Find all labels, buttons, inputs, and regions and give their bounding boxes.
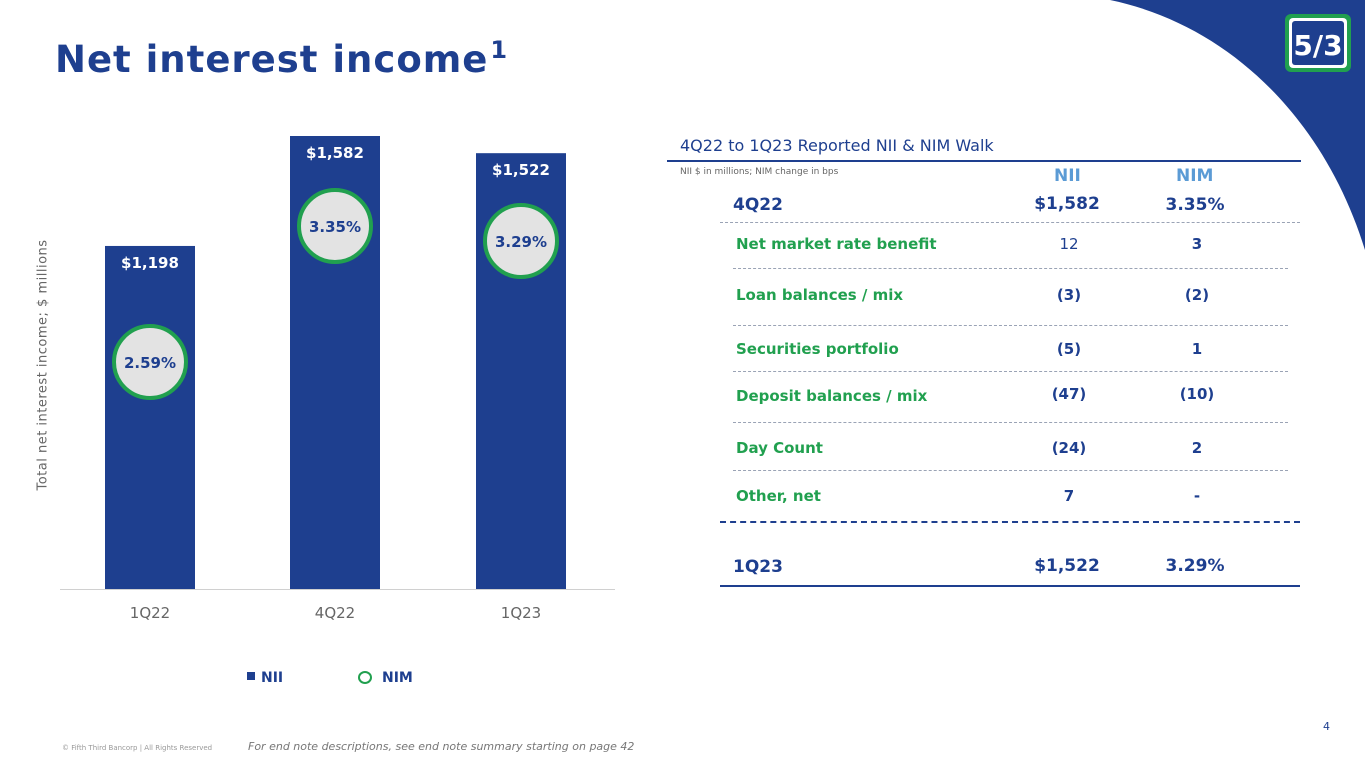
walk-row-label: Deposit balances / mix [736,387,928,405]
walk-row-nim: 1 [1191,340,1203,358]
walk-end-label: 1Q23 [733,557,783,577]
walk-top-rule [667,160,1301,162]
divider [733,422,1288,423]
legend-square-icon [247,672,255,680]
walk-row-label: Loan balances / mix [736,286,904,304]
bar-value-label: $1,582 [306,144,364,162]
column-header-nim: NIM [1176,166,1214,186]
divider [720,222,1300,223]
walk-row-nim: 3 [1191,235,1203,253]
svg-text:5/3: 5/3 [1293,29,1342,62]
divider [720,521,1300,523]
walk-end-nii: $1,522 [1034,556,1100,576]
walk-row-nii: 7 [1063,487,1075,505]
walk-start-nim: 3.35% [1165,195,1225,215]
x-tick-label: 1Q23 [501,604,541,622]
walk-start-nii: $1,582 [1034,194,1100,214]
nim-marker [483,203,559,279]
walk-row-nim: - [1193,487,1201,505]
divider [733,470,1288,471]
legend-nii: NII [247,670,283,686]
bar-value-label: $1,198 [121,254,179,272]
nim-value-label: 2.59% [124,354,176,372]
walk-row-nii: (3) [1056,286,1082,304]
divider [733,268,1288,269]
walk-row-label: Net market rate benefit [736,235,937,253]
x-tick-label: 1Q22 [130,604,170,622]
walk-row-label: Securities portfolio [736,340,899,358]
divider [733,325,1288,326]
walk-end-nim: 3.29% [1165,556,1225,576]
walk-row-label: Day Count [736,439,823,457]
walk-bottom-rule [720,585,1300,587]
page-number: 4 [1323,720,1330,733]
walk-note: NII $ in millions; NIM change in bps [680,167,839,177]
walk-title: 4Q22 to 1Q23 Reported NII & NIM Walk [680,136,994,155]
walk-start-label: 4Q22 [733,195,783,215]
bar-value-label: $1,522 [492,161,550,179]
nim-marker [112,324,188,400]
divider [733,371,1288,372]
x-tick-label: 4Q22 [315,604,355,622]
walk-row-nii: (5) [1056,340,1082,358]
walk-row-label: Other, net [736,487,821,505]
walk-row-nim: (10) [1179,385,1215,403]
column-header-nii: NII [1054,166,1081,186]
bar-nii [105,245,195,589]
copyright: © Fifth Third Bancorp | All Rights Reser… [62,744,213,752]
walk-row-nii: 12 [1059,235,1079,253]
legend-nim: NIM [358,670,413,686]
nim-marker [297,188,373,264]
walk-row-nim: 2 [1191,439,1203,457]
legend-circle-icon [358,670,372,684]
page-title: Net interest income1 [55,36,509,81]
walk-row-nii: (47) [1051,385,1087,403]
end-note: For end note descriptions, see end note … [248,740,635,753]
walk-row-nii: (24) [1051,439,1087,457]
walk-row-nim: (2) [1184,286,1210,304]
fifth-third-logo-icon: 5/3 [1285,14,1351,72]
nim-value-label: 3.35% [309,218,361,236]
y-axis-label: Total net interest income; $ millions [35,239,51,491]
nim-value-label: 3.29% [495,233,547,251]
